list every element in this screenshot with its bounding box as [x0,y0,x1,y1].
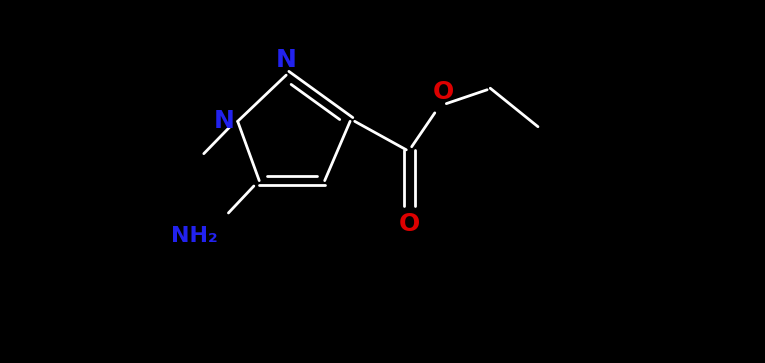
Text: O: O [433,80,454,105]
Text: N: N [213,109,235,133]
Text: N: N [275,48,297,72]
Text: O: O [399,212,420,236]
Text: NH₂: NH₂ [171,226,218,246]
